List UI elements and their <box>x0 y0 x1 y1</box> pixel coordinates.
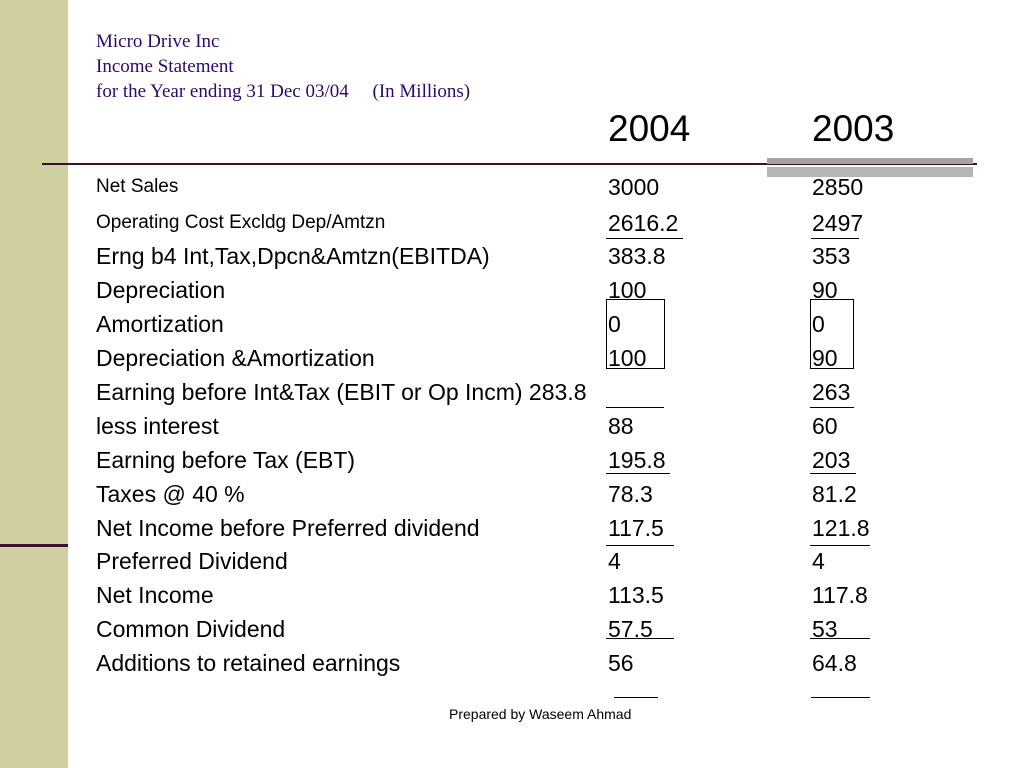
statement-title: Income Statement <box>96 56 234 77</box>
value-2003: 53 <box>812 616 838 642</box>
value-2004: 0 <box>608 311 621 337</box>
bracket-line <box>853 299 854 369</box>
row-ebitda: Erng b4 Int,Tax,Dpcn&Amtzn(EBITDA) 383.8… <box>0 243 1024 277</box>
value-2003: 203 <box>812 447 851 473</box>
value-2003: 117.8 <box>812 582 868 608</box>
value-2004: 117.5 <box>608 515 664 541</box>
row-label: Earning before Tax (EBT) <box>96 447 356 473</box>
row-label: Depreciation &Amortization <box>96 345 375 371</box>
row-label: Erng b4 Int,Tax,Dpcn&Amtzn(EBITDA) <box>96 243 490 269</box>
value-2003: 60 <box>812 413 838 439</box>
header-divider <box>42 163 977 165</box>
row-net-income: Net Income 113.5 117.8 <box>0 582 1024 616</box>
value-2003: 90 <box>812 345 838 371</box>
row-label: Net Income <box>96 582 214 608</box>
year-header-2004: 2004 <box>608 108 691 149</box>
row-label: Amortization <box>96 311 224 337</box>
underline <box>614 697 658 698</box>
underline <box>811 238 859 239</box>
statement-period: for the Year ending 31 Dec 03/04 (In Mil… <box>96 81 471 102</box>
underline <box>811 697 870 698</box>
row-net-income-before-pref: Net Income before Preferred dividend 117… <box>0 515 1024 549</box>
underline <box>606 238 683 239</box>
underline <box>606 638 674 639</box>
row-label: Net Income before Preferred dividend <box>96 515 480 541</box>
value-2003: 263 <box>812 379 851 405</box>
value-2004: 57.5 <box>608 616 653 642</box>
value-2004: 2616.2 <box>608 210 679 236</box>
row-depreciation: Depreciation 100 90 <box>0 277 1024 311</box>
underline <box>606 407 664 408</box>
underline <box>606 545 674 546</box>
value-2003: 64.8 <box>812 650 857 676</box>
year-header-2003: 2003 <box>812 108 895 149</box>
row-label: Common Dividend <box>96 616 286 642</box>
decorative-gray-bar <box>767 158 973 164</box>
value-2004: 88 <box>608 413 634 439</box>
bracket-line <box>810 299 811 369</box>
row-common-dividend: Common Dividend 57.5 53 <box>0 616 1024 650</box>
value-2003: 2850 <box>812 174 864 200</box>
value-2003: 81.2 <box>812 481 857 507</box>
underline <box>606 299 664 300</box>
bracket-line <box>664 299 665 369</box>
value-2003: 0 <box>812 311 825 337</box>
decorative-gray-bar <box>767 167 973 177</box>
row-amortization: Amortization 0 0 <box>0 311 1024 345</box>
row-dep-amort: Depreciation &Amortization 100 90 <box>0 345 1024 379</box>
left-accent-line <box>0 544 68 547</box>
row-ebt: Earning before Tax (EBT) 195.8 203 <box>0 447 1024 481</box>
value-2003: 4 <box>812 548 825 574</box>
value-2004: 78.3 <box>608 481 653 507</box>
row-label: Net Sales <box>96 176 179 197</box>
row-retained-earnings: Additions to retained earnings 56 64.8 <box>0 650 1024 684</box>
row-operating-cost: Operating Cost Excldg Dep/Amtzn 2616.2 2… <box>0 210 1024 246</box>
value-2004: 113.5 <box>608 582 664 608</box>
row-less-interest: less interest 88 60 <box>0 413 1024 447</box>
row-label: Depreciation <box>96 277 226 303</box>
value-2004: 56 <box>608 650 634 676</box>
underline <box>606 368 664 369</box>
underline <box>606 473 670 474</box>
footer-credit: Prepared by Waseem Ahmad <box>449 706 632 722</box>
left-accent-bar <box>0 0 68 768</box>
underline <box>810 407 854 408</box>
row-ebit: Earning before Int&Tax (EBIT or Op Incm)… <box>0 379 1024 413</box>
underline <box>810 299 854 300</box>
row-net-sales: Net Sales 3000 2850 <box>0 174 1024 210</box>
row-taxes: Taxes @ 40 % 78.3 81.2 <box>0 481 1024 515</box>
row-label: Operating Cost Excldg Dep/Amtzn <box>96 212 386 233</box>
underline <box>810 638 870 639</box>
row-label: less interest <box>96 413 219 439</box>
value-2003: 2497 <box>812 210 864 236</box>
bracket-line <box>606 299 607 369</box>
value-2003: 353 <box>812 243 851 269</box>
value-2003: 121.8 <box>812 515 870 541</box>
value-2004: 4 <box>608 548 621 574</box>
company-name: Micro Drive Inc <box>96 31 220 52</box>
value-2003: 90 <box>812 277 838 303</box>
row-label: Earning before Int&Tax (EBIT or Op Incm)… <box>96 379 587 405</box>
value-2004: 100 <box>608 345 647 371</box>
value-2004: 3000 <box>608 174 660 200</box>
value-2004: 383.8 <box>608 243 666 269</box>
statement-heading: Micro Drive Inc Income Statement for the… <box>96 29 470 104</box>
row-label: Additions to retained earnings <box>96 650 401 676</box>
value-2004: 100 <box>608 277 647 303</box>
underline <box>810 368 854 369</box>
row-label: Taxes @ 40 % <box>96 481 245 507</box>
row-preferred-dividend: Preferred Dividend 4 4 <box>0 548 1024 582</box>
row-label: Preferred Dividend <box>96 548 288 574</box>
value-2004: 195.8 <box>608 447 666 473</box>
underline <box>810 473 856 474</box>
underline <box>810 545 870 546</box>
